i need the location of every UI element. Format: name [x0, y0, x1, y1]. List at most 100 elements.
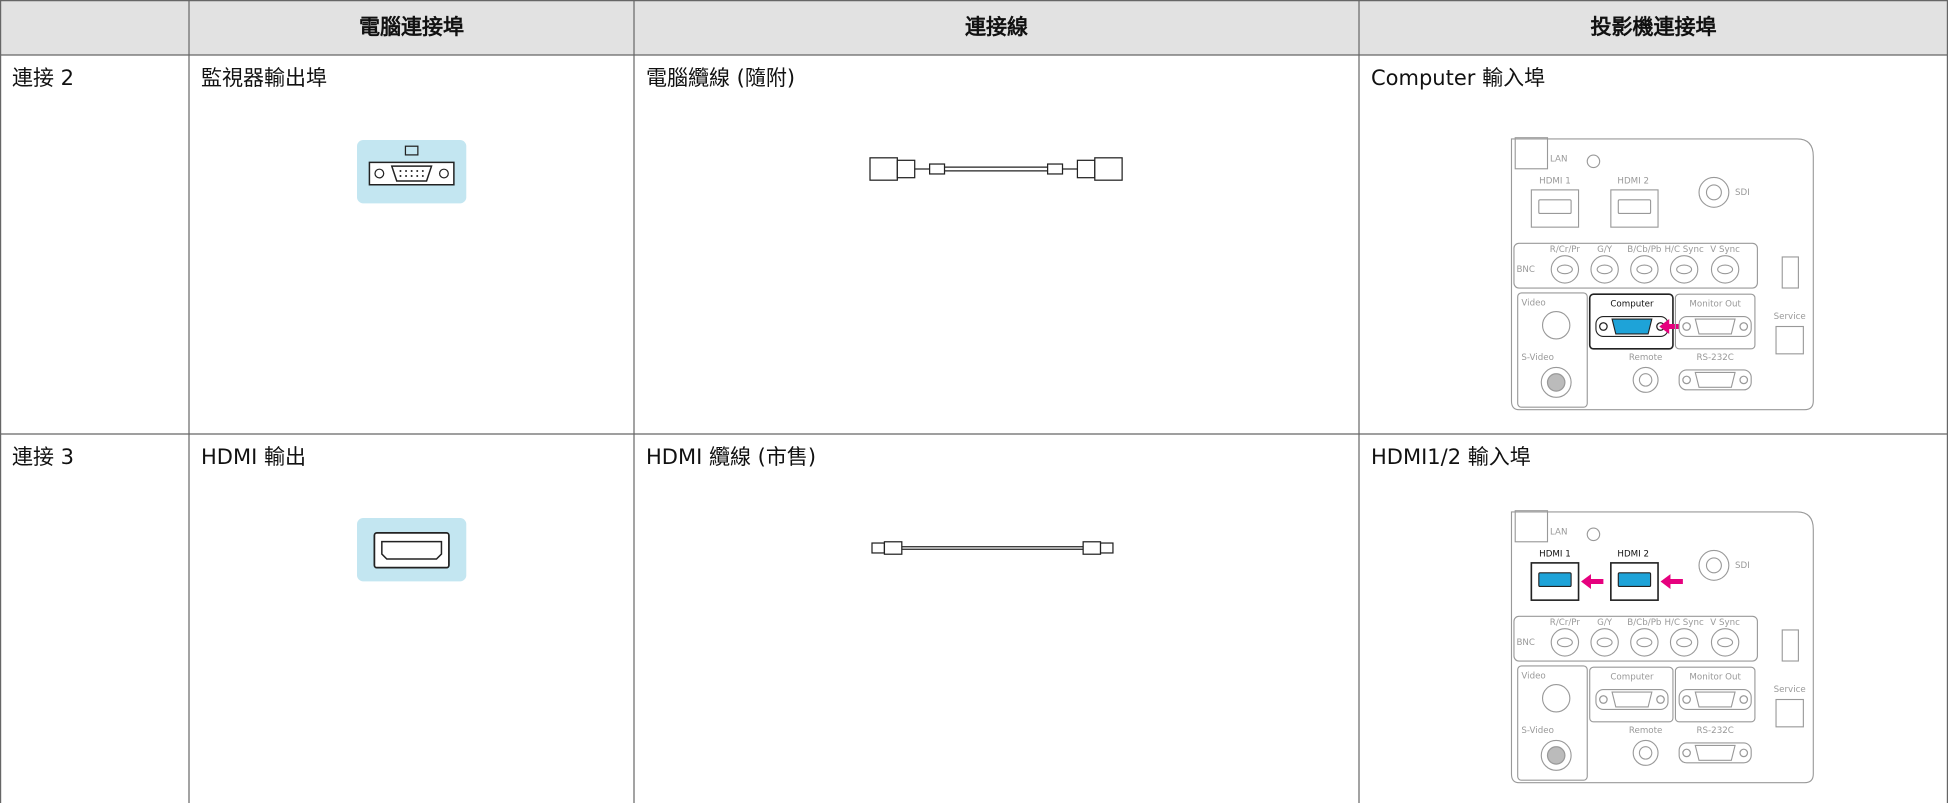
sdi-port-inner [1705, 184, 1722, 201]
lan-port [1514, 137, 1549, 170]
hdmi-port [1538, 199, 1572, 215]
arrow [1660, 574, 1683, 589]
vga-port [1694, 318, 1736, 335]
cell-text: 電腦纜線 (隨附) [646, 66, 795, 90]
pin [421, 170, 424, 173]
bnc-port [1590, 255, 1619, 284]
bnc-port-inner [1596, 637, 1613, 648]
sdi-port-inner [1705, 557, 1722, 574]
bnc-port [1630, 255, 1659, 284]
pin [416, 175, 419, 178]
svideo-port-inner [1546, 373, 1566, 392]
projector-panel: LAN HDMI 1 HDMI 2 SDI R/Cr/Pr G/Y B/Cb/Pb H/C S… [1510, 510, 1814, 784]
screw [1739, 375, 1749, 385]
sdi-port [1698, 176, 1730, 208]
bnc-port [1710, 255, 1740, 284]
hdmi-port [1617, 199, 1652, 215]
bnc-port [1550, 628, 1580, 657]
indicator [1586, 527, 1601, 542]
ferrite [1046, 163, 1064, 175]
panel-label: G/Y [1597, 245, 1613, 255]
plug [896, 159, 916, 179]
cell-text: Computer 輸入埠 [1371, 66, 1545, 90]
pin [421, 175, 424, 178]
bnc-port [1710, 628, 1740, 657]
computer-box [1588, 293, 1674, 350]
panel-label: LAN [1550, 527, 1567, 537]
panel-label: RS-232C [1697, 726, 1734, 736]
panel-label: Remote [1629, 726, 1663, 736]
hdmi-port [1538, 572, 1572, 588]
video-port [1541, 684, 1571, 713]
screw [1739, 748, 1749, 758]
panel-label: V Sync [1710, 245, 1740, 255]
bnc-box [1513, 242, 1758, 289]
panel-label: Monitor Out [1689, 300, 1741, 310]
hdmi-port [381, 540, 443, 560]
panel-label: R/Cr/Pr [1550, 618, 1581, 628]
panel-label: SDI [1735, 188, 1750, 198]
vga-port [1694, 371, 1736, 388]
panel-label: Video [1521, 671, 1545, 681]
bnc-port-inner [1636, 637, 1653, 648]
panel-label: B/Cb/Pb [1627, 618, 1662, 628]
panel-label: BNC [1516, 265, 1535, 275]
bnc-port-inner [1596, 264, 1613, 275]
vga-port [1694, 744, 1736, 761]
video-box [1517, 292, 1588, 408]
panel-label: Video [1521, 298, 1545, 308]
cell-text: 監視器輸出埠 [201, 66, 327, 90]
projector-panel: LAN HDMI 1 HDMI 2 SDI R/Cr/Pr G/Y B/Cb/Pb H/C S… [1510, 137, 1814, 411]
remote-port [1632, 366, 1659, 393]
svideo-port [1540, 739, 1572, 771]
sdi-port [1698, 549, 1730, 581]
panel-label: Monitor Out [1689, 673, 1741, 683]
monitor-out-box [1674, 293, 1756, 350]
bnc-port [1669, 255, 1699, 284]
screw [1682, 748, 1691, 758]
panel-label: BNC [1516, 638, 1535, 648]
panel-label: B/Cb/Pb [1627, 245, 1662, 255]
cable [871, 541, 1114, 555]
panel-outline [1510, 511, 1814, 784]
screw [1682, 695, 1691, 704]
remote-port-inner [1638, 373, 1653, 387]
bnc-box [1513, 615, 1758, 662]
video-port [1541, 311, 1571, 340]
plug [1094, 157, 1123, 181]
vga-port [1611, 318, 1653, 335]
lan-port [1514, 510, 1549, 543]
bnc-port-inner [1556, 637, 1573, 648]
panel-label: HDMI 2 [1617, 177, 1649, 187]
indicator [1586, 154, 1601, 169]
pin [416, 170, 419, 173]
bnc-port-inner [1717, 637, 1734, 648]
panel-label: SDI [1735, 561, 1750, 571]
cell-text: 連接 3 [12, 445, 74, 469]
panel-label: HDMI 1 [1539, 550, 1571, 560]
arrow [1659, 319, 1682, 334]
pin [410, 170, 413, 173]
arrow [1581, 574, 1604, 589]
plug [1076, 159, 1096, 179]
screw [1599, 322, 1608, 331]
ferrite [928, 163, 946, 175]
wifi-box [1781, 256, 1799, 289]
bnc-port-inner [1676, 264, 1693, 275]
panel-label: Computer [1610, 673, 1654, 683]
screw [1739, 322, 1749, 331]
bnc-port [1550, 255, 1580, 284]
cell-text: HDMI 輸出 [201, 445, 306, 469]
plug [1082, 541, 1102, 555]
panel-label: S-Video [1521, 353, 1553, 363]
bnc-port-inner [1676, 637, 1693, 648]
pin [399, 175, 402, 178]
cable [869, 157, 1123, 181]
panel-outline [1510, 138, 1814, 411]
computer-box [1589, 666, 1674, 723]
bnc-port-inner [1717, 264, 1734, 275]
header-bg [0, 0, 1948, 55]
panel-label: Computer [1610, 300, 1654, 310]
monitor-out-box [1674, 666, 1756, 723]
